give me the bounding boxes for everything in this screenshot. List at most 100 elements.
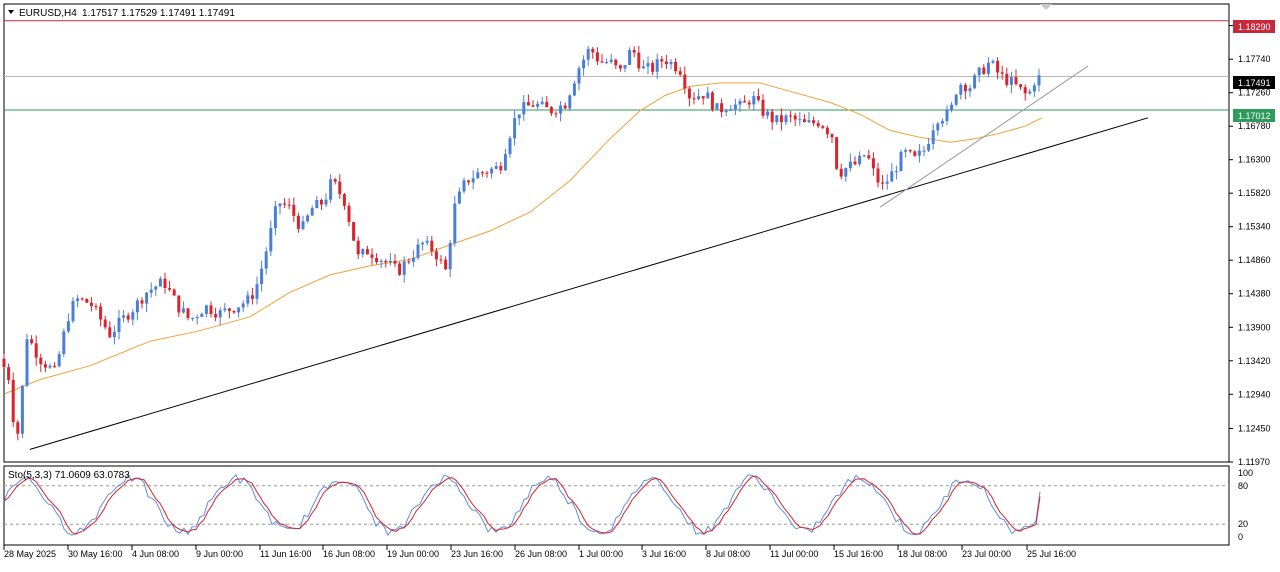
bearish-candle[interactable] (283, 198, 287, 208)
bullish-candle[interactable] (66, 313, 70, 334)
bullish-candle[interactable] (954, 93, 958, 107)
bearish-candle[interactable] (802, 114, 806, 123)
bullish-candle[interactable] (145, 292, 149, 312)
bearish-candle[interactable] (1014, 69, 1018, 86)
bullish-candle[interactable] (904, 147, 908, 158)
bullish-candle[interactable] (76, 295, 80, 308)
bullish-candle[interactable] (655, 53, 659, 80)
bullish-candle[interactable] (20, 385, 24, 438)
bullish-candle[interactable] (476, 167, 480, 179)
bullish-candle[interactable] (623, 65, 627, 73)
bullish-candle[interactable] (950, 101, 954, 113)
bullish-candle[interactable] (927, 137, 931, 152)
bullish-candle[interactable] (752, 91, 756, 111)
bullish-candle[interactable] (503, 148, 507, 171)
main-price-panel[interactable] (3, 3, 1230, 463)
bullish-candle[interactable] (715, 103, 719, 110)
bearish-candle[interactable] (333, 177, 337, 185)
bullish-candle[interactable] (122, 310, 126, 323)
bullish-candle[interactable] (922, 146, 926, 157)
bullish-candle[interactable] (959, 82, 963, 100)
bearish-candle[interactable] (678, 66, 682, 77)
bullish-candle[interactable] (738, 98, 742, 112)
bullish-candle[interactable] (223, 303, 227, 313)
bullish-candle[interactable] (315, 195, 319, 209)
bullish-candle[interactable] (457, 187, 461, 205)
bullish-candle[interactable] (149, 282, 153, 298)
bullish-candle[interactable] (807, 111, 811, 124)
bearish-candle[interactable] (480, 171, 484, 177)
bullish-candle[interactable] (448, 239, 452, 277)
bearish-candle[interactable] (177, 295, 181, 317)
bearish-candle[interactable] (250, 287, 254, 305)
bearish-candle[interactable] (89, 296, 93, 312)
bearish-candle[interactable] (338, 174, 342, 199)
bullish-candle[interactable] (453, 195, 457, 247)
bearish-candle[interactable] (821, 124, 825, 129)
bullish-candle[interactable] (255, 276, 259, 305)
bullish-candle[interactable] (218, 307, 222, 326)
bearish-candle[interactable] (710, 91, 714, 112)
bullish-candle[interactable] (894, 165, 898, 180)
bearish-candle[interactable] (595, 47, 599, 65)
bullish-candle[interactable] (572, 80, 576, 97)
bearish-candle[interactable] (444, 256, 448, 270)
bullish-candle[interactable] (329, 174, 333, 203)
bearish-candle[interactable] (835, 136, 839, 171)
major-uptrend-trendline[interactable] (29, 117, 1149, 450)
bearish-candle[interactable] (770, 109, 774, 130)
bullish-candle[interactable] (135, 298, 139, 321)
bullish-candle[interactable] (310, 205, 314, 216)
bearish-candle[interactable] (867, 149, 871, 160)
bullish-candle[interactable] (784, 113, 788, 125)
bearish-candle[interactable] (439, 255, 443, 264)
bearish-candle[interactable] (747, 99, 751, 109)
bearish-candle[interactable] (720, 98, 724, 118)
bullish-candle[interactable] (361, 248, 365, 258)
bearish-candle[interactable] (85, 298, 89, 303)
bullish-candle[interactable] (885, 174, 889, 190)
bearish-candle[interactable] (651, 60, 655, 76)
bearish-candle[interactable] (352, 221, 356, 242)
bearish-candle[interactable] (618, 64, 622, 72)
bullish-candle[interactable] (917, 144, 921, 163)
bullish-candle[interactable] (421, 241, 425, 251)
bearish-candle[interactable] (94, 303, 98, 311)
bearish-candle[interactable] (342, 192, 346, 210)
scroll-shift-marker-icon[interactable] (1040, 4, 1052, 10)
bullish-candle[interactable] (131, 309, 135, 326)
bullish-candle[interactable] (25, 333, 29, 387)
bearish-candle[interactable] (756, 88, 760, 102)
bullish-candle[interactable] (158, 276, 162, 287)
bullish-candle[interactable] (766, 108, 770, 119)
bearish-candle[interactable] (186, 308, 190, 321)
bearish-candle[interactable] (563, 102, 567, 110)
stochastic-signal-line[interactable] (3, 475, 1041, 535)
bullish-candle[interactable] (775, 115, 779, 125)
bearish-candle[interactable] (485, 170, 489, 178)
bearish-candle[interactable] (871, 152, 875, 176)
bullish-candle[interactable] (609, 53, 613, 64)
bearish-candle[interactable] (614, 58, 618, 69)
bullish-candle[interactable] (264, 247, 268, 275)
bullish-candle[interactable] (402, 256, 406, 283)
bearish-candle[interactable] (214, 307, 218, 322)
bearish-candle[interactable] (908, 149, 912, 154)
bearish-candle[interactable] (1023, 84, 1027, 101)
bearish-candle[interactable] (434, 248, 438, 267)
bearish-candle[interactable] (683, 66, 687, 94)
bullish-candle[interactable] (605, 58, 609, 65)
bearish-candle[interactable] (526, 94, 530, 106)
bearish-candle[interactable] (591, 46, 595, 59)
bearish-candle[interactable] (370, 248, 374, 265)
bearish-candle[interactable] (1019, 84, 1023, 91)
bearish-candle[interactable] (99, 302, 103, 327)
bearish-candle[interactable] (209, 301, 213, 318)
bullish-candle[interactable] (241, 300, 245, 312)
bullish-candle[interactable] (669, 59, 673, 70)
bullish-candle[interactable] (986, 57, 990, 78)
bullish-candle[interactable] (62, 328, 66, 357)
bullish-candle[interactable] (733, 98, 737, 115)
bearish-candle[interactable] (384, 259, 388, 268)
bullish-candle[interactable] (858, 151, 862, 167)
